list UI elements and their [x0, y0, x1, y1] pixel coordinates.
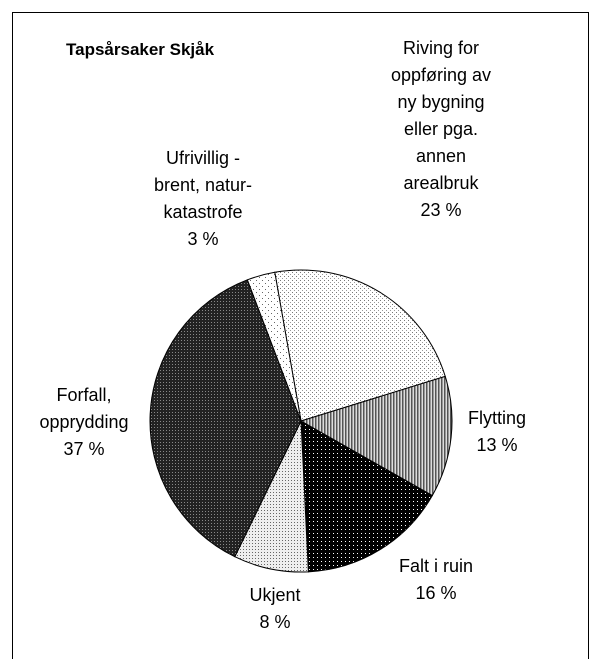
slice-label: Falt i ruin 16 %: [376, 553, 496, 607]
chart-title: Tapsårsaker Skjåk: [66, 40, 215, 59]
slice-label: Forfall, opprydding 37 %: [19, 382, 149, 463]
slice-value: 16 %: [415, 583, 457, 603]
slice-label: Flytting 13 %: [452, 405, 542, 459]
pie-slice: [299, 375, 453, 497]
slice-name: Riving for oppføring av ny bygning eller…: [390, 38, 492, 193]
slice-label: Ukjent 8 %: [235, 582, 315, 636]
pie-slice: [149, 279, 302, 558]
slice-value: 37 %: [63, 439, 105, 459]
slice-name: Ufrivillig - brent, natur-katastrofe: [153, 148, 253, 222]
pie: [149, 269, 453, 573]
pie-slice: [246, 271, 302, 422]
slice-label: Riving for oppføring av ny bygning eller…: [381, 35, 501, 224]
chart-border: [12, 12, 589, 659]
slice-name: Flytting: [467, 408, 527, 428]
slice-value: 8 %: [259, 612, 291, 632]
pie-slice: [274, 269, 446, 422]
slice-name: Ukjent: [249, 585, 301, 605]
slice-name: Falt i ruin: [398, 556, 474, 576]
slice-value: 23 %: [420, 200, 462, 220]
slice-name: Forfall, opprydding: [39, 385, 129, 432]
slice-value: 13 %: [476, 435, 518, 455]
slice-label: Ufrivillig - brent, natur-katastrofe 3 %: [143, 145, 263, 253]
slice-value: 3 %: [187, 229, 219, 249]
pie-slice: [300, 420, 433, 573]
